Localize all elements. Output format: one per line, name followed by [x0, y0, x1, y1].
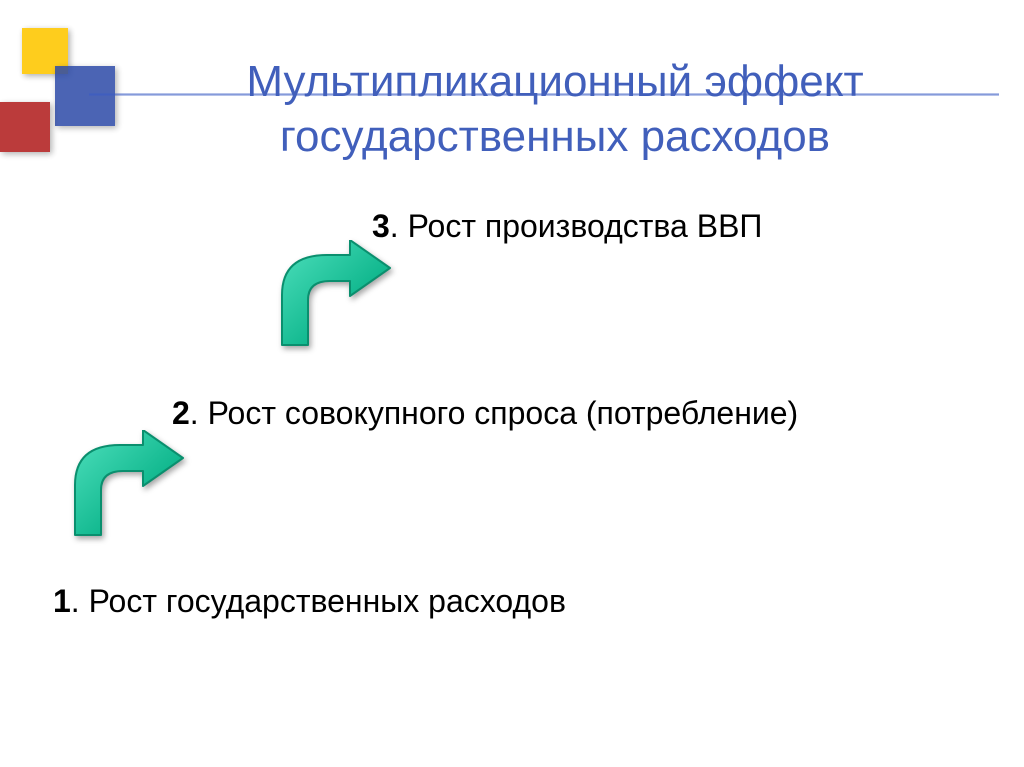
step-2-number: 2 — [172, 395, 190, 431]
corner-decoration — [0, 28, 130, 193]
step-3: 3. Рост производства ВВП — [372, 208, 762, 245]
deco-square-2 — [0, 102, 50, 152]
title-line-2: государственных расходов — [140, 109, 970, 164]
page-title: Мультипликационный эффект государственны… — [140, 54, 970, 164]
step-2-text: . Рост совокупного спроса (потребление) — [190, 395, 798, 431]
step-1-text: . Рост государственных расходов — [71, 583, 566, 619]
curved-arrow-icon — [65, 430, 185, 545]
deco-square-1 — [55, 66, 115, 126]
step-3-text: . Рост производства ВВП — [390, 208, 763, 244]
step-2: 2. Рост совокупного спроса (потребление) — [172, 395, 798, 432]
step-1-number: 1 — [53, 583, 71, 619]
title-line-1: Мультипликационный эффект — [140, 54, 970, 109]
curved-arrow-icon — [272, 240, 392, 355]
step-3-number: 3 — [372, 208, 390, 244]
step-1: 1. Рост государственных расходов — [53, 583, 566, 620]
